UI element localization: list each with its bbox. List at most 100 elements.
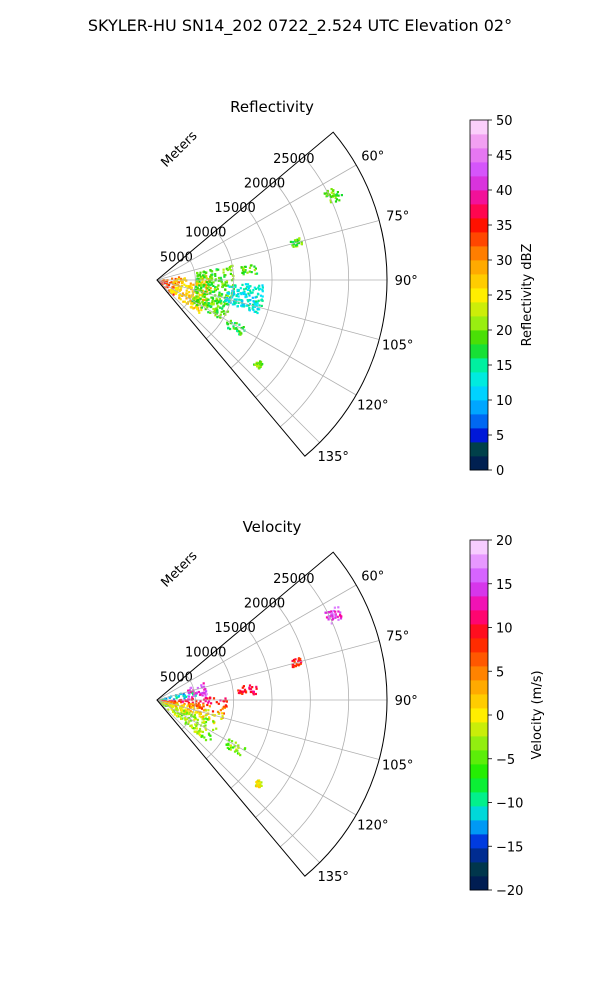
echo-gate <box>256 365 259 368</box>
range-tick-label: 10000 <box>185 226 226 241</box>
echo-gate <box>163 281 166 284</box>
echo-gate <box>178 293 181 297</box>
echo-gate <box>246 299 249 302</box>
echo-gate <box>208 716 211 719</box>
echo-gate <box>205 696 208 700</box>
echo-gate <box>219 313 222 316</box>
echo-gate <box>215 268 218 271</box>
echo-gate <box>202 682 205 685</box>
echo-gate <box>191 706 194 709</box>
colorbar-tick-label: 15 <box>496 359 513 374</box>
echo-gate <box>182 695 185 698</box>
azimuth-spoke <box>156 584 357 701</box>
echo-gate <box>247 304 250 307</box>
echo-region <box>289 237 303 248</box>
echo-gate <box>248 684 252 687</box>
range-tick-label: 20000 <box>244 176 285 191</box>
echo-gate <box>175 704 178 708</box>
echo-gate <box>333 194 336 197</box>
echo-gate <box>331 194 334 197</box>
echo-gate <box>212 720 215 723</box>
echo-gate <box>207 278 210 281</box>
echo-gate <box>174 282 177 285</box>
echo-gate <box>189 690 192 694</box>
echo-gate <box>162 704 165 707</box>
echo-gate <box>242 685 245 688</box>
echo-gate <box>196 292 199 295</box>
echo-gate <box>231 285 234 289</box>
echo-gate <box>217 284 220 287</box>
echo-gate <box>189 724 192 728</box>
echo-gate <box>337 606 340 609</box>
echo-gate <box>177 712 180 715</box>
echo-gate <box>261 290 264 293</box>
echo-gate <box>179 277 182 280</box>
echo-gate <box>232 300 235 303</box>
echo-gate <box>298 663 301 666</box>
echo-gate <box>182 300 185 303</box>
echo-gate <box>258 362 261 365</box>
range-ring <box>279 156 350 428</box>
echo-gate <box>189 296 192 299</box>
echo-gate <box>216 316 219 319</box>
echo-gate <box>193 718 196 721</box>
reflectivity-colorbar: 0 5 10 15 20 25 30 35 40 45 50 <box>469 114 513 479</box>
echo-gate <box>332 609 336 613</box>
echo-gate <box>258 284 261 287</box>
range-tick-label: 5000 <box>160 670 193 685</box>
echo-gate <box>182 712 186 716</box>
echo-gate <box>214 274 217 277</box>
echo-gate <box>241 692 244 695</box>
echo-gate <box>258 304 261 307</box>
echo-gate <box>222 284 225 287</box>
echo-gate <box>184 722 187 725</box>
echo-gate <box>211 270 214 273</box>
echo-gate <box>189 299 192 302</box>
echo-gate <box>225 294 228 297</box>
range-tick-label: 15000 <box>214 621 255 636</box>
colorbar-tick-label: 15 <box>496 578 513 593</box>
colorbar-segment <box>470 638 488 653</box>
echo-gate <box>337 618 340 621</box>
echo-gate <box>233 302 236 305</box>
echo-gate <box>229 322 232 325</box>
echo-gate <box>331 618 334 621</box>
echo-gate <box>225 743 228 746</box>
echo-gate <box>185 293 188 296</box>
echo-gate <box>192 693 195 696</box>
range-tick-label: 25000 <box>273 152 314 167</box>
echo-gate <box>252 693 255 696</box>
colorbar-segment <box>470 386 488 401</box>
echo-region <box>240 264 259 276</box>
echo-gate <box>203 725 206 728</box>
echo-gate <box>197 710 200 713</box>
echo-gate <box>201 300 204 303</box>
echo-gate <box>260 363 263 367</box>
echo-gate <box>222 271 225 274</box>
echo-gate <box>256 302 259 305</box>
echo-gate <box>217 268 220 271</box>
echo-gate <box>213 309 217 312</box>
echo-gate <box>194 297 197 300</box>
echo-gate <box>192 705 195 708</box>
velocity-title: Velocity <box>243 518 302 536</box>
range-tick-label: 15000 <box>214 201 255 216</box>
velocity-colorbar: −20 −15 −10 −5 0 5 10 15 20 <box>469 534 523 899</box>
colorbar-segment <box>470 176 488 191</box>
echo-gate <box>196 308 199 311</box>
azimuth-spoke <box>156 699 357 816</box>
echo-gate <box>260 304 263 307</box>
echo-gate <box>196 275 199 278</box>
echo-gate <box>194 291 197 294</box>
colorbar-segment <box>470 806 488 821</box>
azimuth-tick-label: 135° <box>318 450 349 465</box>
echo-gate <box>198 727 202 731</box>
echo-gate <box>199 297 202 300</box>
echo-gate <box>221 293 224 296</box>
echo-gate <box>212 722 215 725</box>
echo-gate <box>221 307 224 310</box>
echo-gate <box>233 322 237 325</box>
echo-gate <box>328 193 331 197</box>
echo-gate <box>181 708 184 712</box>
echo-gate <box>255 272 259 275</box>
